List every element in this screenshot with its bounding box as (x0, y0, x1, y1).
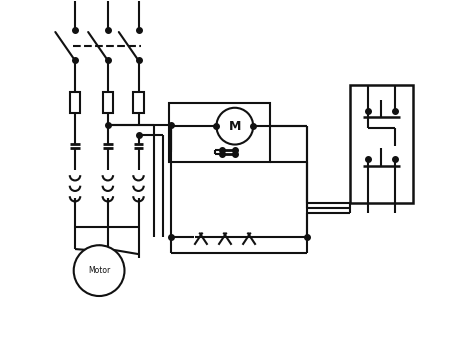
Bar (70, 91, 80, 113)
Text: Motor: Motor (88, 266, 110, 275)
Text: M: M (228, 120, 241, 133)
Bar (169, 102, 270, 162)
Bar (103, 91, 113, 113)
Circle shape (217, 108, 253, 144)
Circle shape (74, 245, 125, 296)
Bar (350, 85, 413, 203)
Bar (134, 91, 144, 113)
